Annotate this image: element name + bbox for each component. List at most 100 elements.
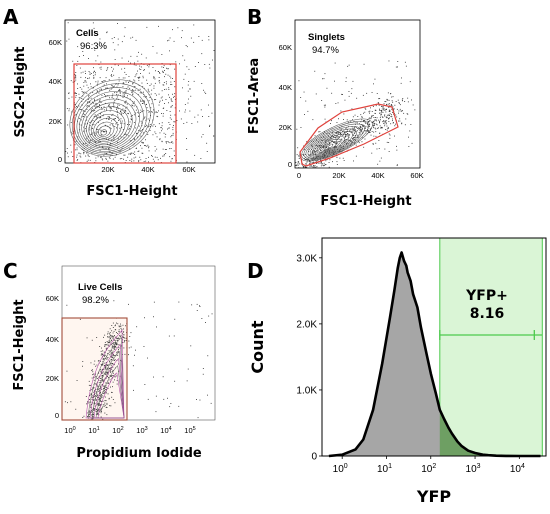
panel-a-dot <box>86 108 88 110</box>
panel-a-dot <box>122 129 124 130</box>
panel-a-dot <box>115 123 117 125</box>
panel-a-dot <box>144 101 145 103</box>
panel-c-dot <box>111 375 113 376</box>
panel-b-dot <box>373 124 375 126</box>
panel-c-dot <box>98 411 100 413</box>
panel-a-dot <box>161 141 163 143</box>
panel-c-dot <box>115 340 116 342</box>
panel-c-dot <box>89 399 90 400</box>
panel-b-dot <box>321 163 323 165</box>
panel-c-dot <box>93 410 95 411</box>
panel-a-dot <box>137 94 139 96</box>
panel-a-dot <box>112 113 114 115</box>
panel-a-dot <box>193 24 195 26</box>
panel-b-dot <box>393 108 395 110</box>
panel-a-dot <box>163 84 165 86</box>
panel-c-dot <box>110 335 111 337</box>
panel-a-dot <box>132 83 134 85</box>
panel-a-dot <box>90 83 91 85</box>
panel-a-dot <box>127 124 128 125</box>
panel-a-dot <box>117 23 118 24</box>
panel-c-dot <box>107 382 109 384</box>
panel-a-dot <box>158 104 160 106</box>
panel-c-dot <box>92 402 94 404</box>
panel-b-dot <box>386 116 388 118</box>
panel-a-xtick-2: 40K <box>141 165 154 174</box>
panel-d-gate-bar[interactable] <box>439 330 543 340</box>
panel-c-dot <box>205 322 206 323</box>
panel-c-dot <box>89 412 91 414</box>
panel-a-gate-cells[interactable] <box>73 63 177 164</box>
panel-a-dot <box>104 42 106 44</box>
panel-a-dot <box>143 110 145 112</box>
panel-c-gate-live-cells[interactable] <box>61 317 128 421</box>
panel-a-dot <box>52 94 53 95</box>
panel-a-dot <box>119 89 121 91</box>
panel-a-dot <box>149 130 151 131</box>
panel-a-dot <box>80 72 82 74</box>
panel-b-dot <box>365 127 366 129</box>
panel-a-dot <box>158 77 160 78</box>
panel-b-dot <box>409 81 411 83</box>
panel-b-dot <box>376 120 378 122</box>
panel-b-gate-singlets[interactable] <box>299 103 399 167</box>
panel-a-dot <box>112 140 114 141</box>
panel-a-dot <box>78 152 80 154</box>
panel-a-dot <box>168 89 170 90</box>
panel-c-dot <box>89 411 91 413</box>
panel-a-dot <box>142 142 144 144</box>
panel-a-dot <box>206 151 208 152</box>
panel-c-dot <box>173 335 175 337</box>
panel-a-dot <box>89 142 91 143</box>
panel-c-dot <box>100 372 102 373</box>
panel-a-dot <box>162 72 164 73</box>
panel-b-dot <box>330 137 332 139</box>
panel-b-dot <box>372 115 374 116</box>
panel-a-dot <box>77 88 79 89</box>
panel-a-dot <box>149 96 151 98</box>
panel-c-dot <box>122 336 124 338</box>
panel-b-dot <box>379 117 381 119</box>
panel-b-dot <box>371 115 372 117</box>
panel-b-dot <box>318 145 320 147</box>
panel-a-dot <box>165 73 167 75</box>
panel-a-dot <box>138 85 140 86</box>
panel-a-dot <box>134 80 136 82</box>
panel-b-dot <box>389 117 390 119</box>
panel-a-dot <box>108 105 110 107</box>
panel-c-dot <box>208 315 210 317</box>
panel-a-dot <box>70 80 72 82</box>
panel-c-dot <box>105 387 107 389</box>
panel-a-dot <box>127 95 128 97</box>
panel-a-dot <box>94 49 96 51</box>
panel-b-dot <box>391 100 393 102</box>
panel-a-dot <box>137 60 139 62</box>
panel-b-dot <box>295 169 296 170</box>
panel-a-dot <box>87 99 89 100</box>
panel-a-dot <box>165 99 167 100</box>
panel-c-dot <box>114 346 115 347</box>
panel-a-dot <box>200 158 202 159</box>
panel-a-dot <box>103 155 105 157</box>
panel-b-dot <box>335 135 337 137</box>
panel-a-dot <box>206 142 208 144</box>
panel-a-dot <box>159 101 160 103</box>
panel-b-dot <box>315 160 317 162</box>
panel-c-dot <box>113 364 115 366</box>
panel-c-dot <box>90 401 92 403</box>
panel-a-dot <box>172 142 174 144</box>
panel-b-dot <box>332 161 333 163</box>
panel-a-dot <box>128 128 130 130</box>
panel-a-dot <box>80 76 82 78</box>
panel-c-dot <box>116 380 118 382</box>
panel-c-dot <box>64 401 66 403</box>
panel-a-dot <box>125 110 127 112</box>
panel-b-dot <box>352 119 353 121</box>
panel-a-dot <box>100 113 101 115</box>
panel-a-dot <box>108 79 110 81</box>
panel-a-dot <box>103 80 105 82</box>
panel-b-dot <box>304 114 305 115</box>
panel-a-dot <box>96 117 98 119</box>
panel-c-dot <box>103 385 105 387</box>
panel-b-dot <box>291 152 292 153</box>
